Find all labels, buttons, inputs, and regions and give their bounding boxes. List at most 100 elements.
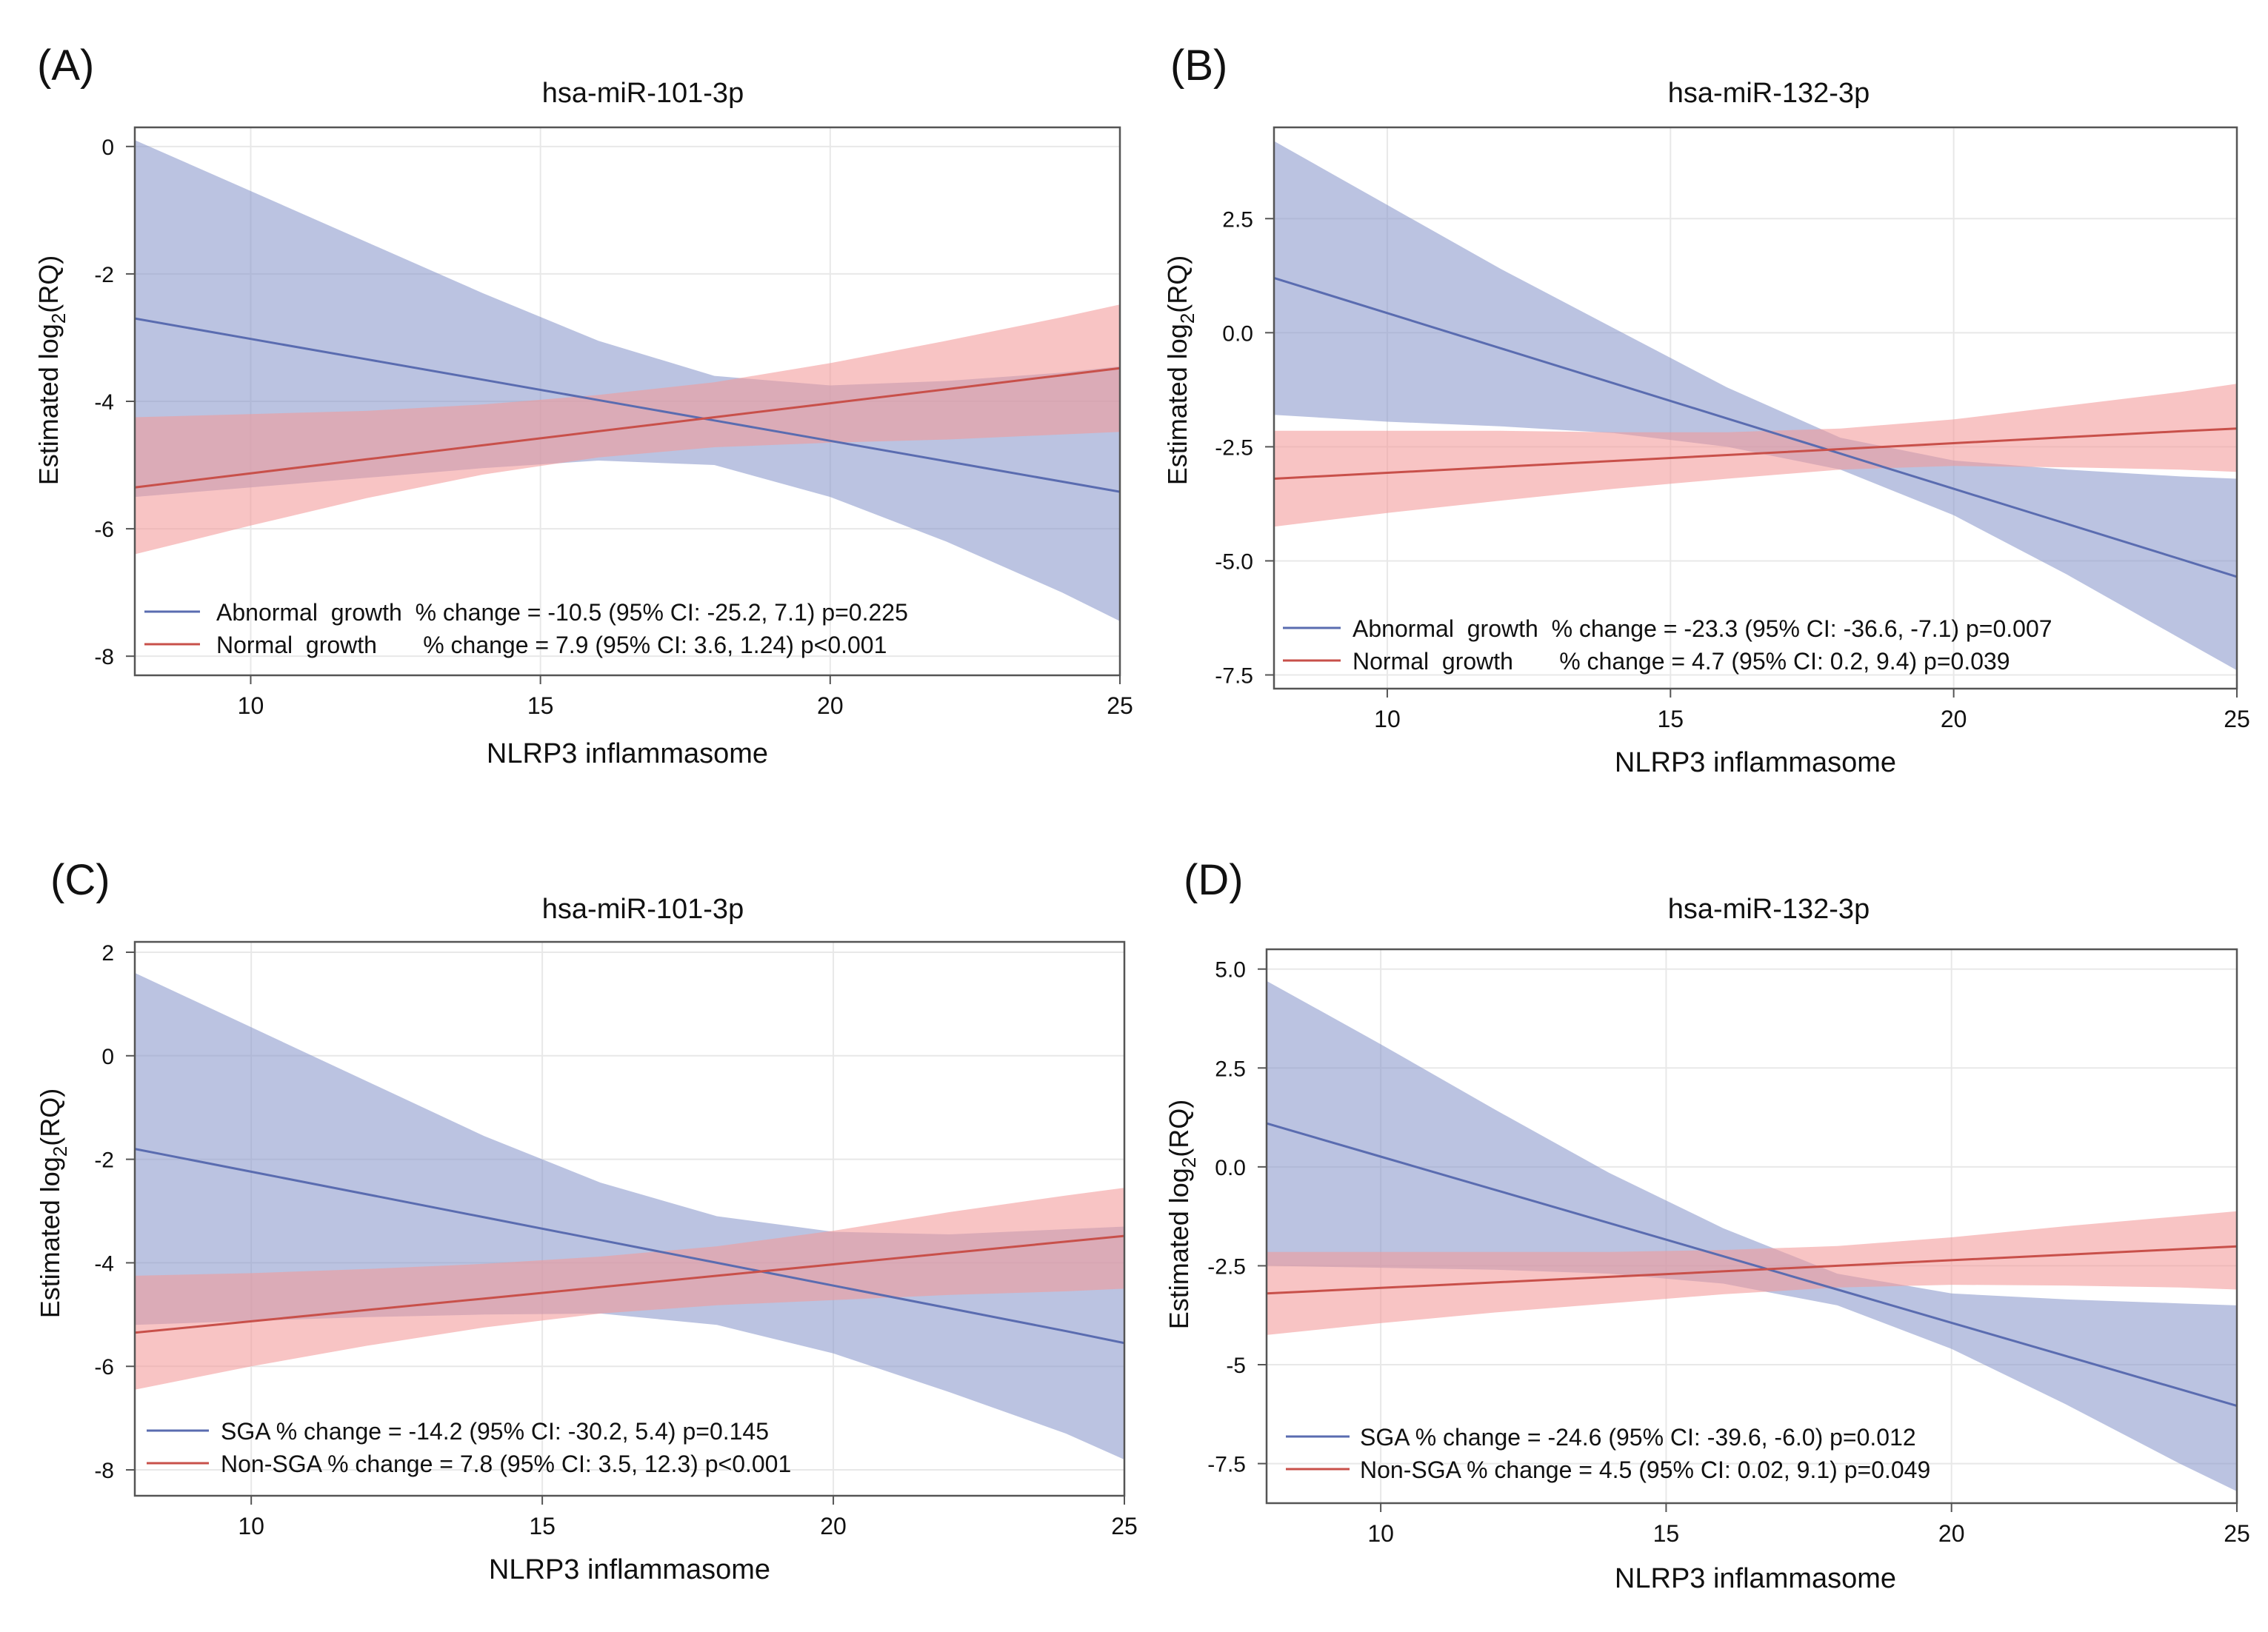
panel-a-ylabel-sub: 2 (47, 313, 70, 324)
panel-a-series-group (135, 140, 1120, 621)
panel-d-frame (1265, 948, 2238, 1505)
panel-a-xtick-label-0: 10 (238, 692, 264, 719)
panel-b-xtick-label-1: 15 (1657, 706, 1684, 732)
panel-c-band-0 (135, 972, 1124, 1460)
panel-c-ytick-label-0: 2 (101, 941, 114, 966)
panel-d-xtick-label-2: 20 (1938, 1520, 1965, 1547)
panel-d-band-1 (1267, 1211, 2237, 1335)
panel-a-ytick-label-0: 0 (101, 136, 114, 160)
panel-b-legend-text-0: Abnormal growth % change = -23.3 (95% CI… (1353, 615, 2052, 642)
panel-a-line-1 (135, 367, 1120, 489)
panel-b: (B) hsa-miR-132-3p 10 15 20 25 2.5 0.0 -2.5 -5.… (1162, 41, 2250, 778)
panel-c-xlabel: NLRP3 inflammasome (489, 1554, 770, 1585)
panel-c-ylabel-sub: 2 (49, 1146, 71, 1157)
panel-a-ylabel: Estimated log2(RQ) (33, 255, 70, 486)
panel-d-ylabel: Estimated log2(RQ) (1164, 1100, 1200, 1330)
panel-d-ytick-label-2: 0.0 (1215, 1156, 1246, 1180)
panel-a-title: hsa-miR-101-3p (542, 78, 744, 109)
panel-c-title: hsa-miR-101-3p (542, 894, 744, 925)
panel-b-xtick-label-2: 20 (1941, 706, 1967, 732)
panel-b-xlabel: NLRP3 inflammasome (1615, 747, 1896, 778)
panel-b-ytick-label-2: -2.5 (1215, 435, 1253, 460)
panel-d-ylabel-sub: 2 (1178, 1157, 1200, 1168)
panel-c-letter: (C) (50, 856, 110, 904)
panel-d-xtick-label-0: 10 (1367, 1520, 1394, 1547)
panel-a-ytick-label-2: -4 (94, 390, 114, 415)
panel-b-ytick-label-0: 2.5 (1222, 207, 1253, 232)
panel-c-line-1 (135, 1234, 1124, 1334)
panel-c-ytick-label-2: -2 (94, 1148, 114, 1173)
panel-b-ylabel: Estimated log2(RQ) (1162, 255, 1198, 486)
panel-b-ylabel-sub: 2 (1176, 313, 1198, 324)
panel-b-ylabel-end: (RQ) (1162, 255, 1193, 313)
panel-c-xtick-label-2: 20 (820, 1513, 847, 1539)
panel-b-line-1 (1274, 427, 2237, 480)
panel-a-ylabel-end: (RQ) (33, 255, 64, 313)
panel-c-ylabel: Estimated log2(RQ) (35, 1088, 71, 1319)
panel-b-line-0 (1274, 276, 2237, 578)
panel-a-legend-text-0: Abnormal growth % change = -10.5 (95% CI… (216, 599, 908, 626)
panel-b-series-group (1274, 141, 2237, 671)
panel-c-ytick-label-5: -8 (94, 1459, 114, 1483)
panel-a-xtick-label-2: 20 (817, 692, 844, 719)
panel-b-frame (1273, 126, 2238, 690)
panel-a-band-0 (135, 140, 1120, 621)
panel-a-legend-text-1: Normal growth % change = 7.9 (95% CI: 3.… (216, 632, 887, 658)
panel-b-title: hsa-miR-132-3p (1668, 78, 1870, 109)
panel-a-xlabel: NLRP3 inflammasome (487, 738, 768, 769)
panel-d-letter: (D) (1184, 856, 1244, 904)
panel-a: (A) hsa-miR-101-3p 10 15 20 25 0 -2 -4 -6 -8 NLR… (33, 41, 1133, 769)
panel-b-band-1 (1274, 384, 2237, 527)
panel-c-line-0 (135, 1148, 1124, 1345)
panel-d-title: hsa-miR-132-3p (1668, 894, 1870, 925)
panel-c-ylabel-main: Estimated log (35, 1157, 65, 1318)
panel-b-ytick-label-4: -7.5 (1215, 664, 1253, 689)
panel-c-ytick-label-4: -6 (94, 1355, 114, 1379)
panel-d-ytick-label-0: 5.0 (1215, 958, 1246, 983)
panel-d-line-1 (1267, 1245, 2237, 1295)
panel-a-ytick-label-4: -8 (94, 645, 114, 669)
panel-c-xtick-label-0: 10 (238, 1513, 264, 1539)
panel-c-band-1 (135, 1188, 1124, 1390)
panel-c-xtick-label-1: 15 (529, 1513, 556, 1539)
panel-a-ytick-label-3: -6 (94, 518, 114, 542)
panel-a-letter: (A) (37, 41, 94, 90)
panel-d-legend-text-1: Non-SGA % change = 4.5 (95% CI: 0.02, 9.… (1360, 1457, 1930, 1483)
panel-d-plot: 10 15 20 25 5.0 2.5 0.0 -2.5 -5 -7.5 (1207, 948, 2250, 1547)
panel-d: (D) hsa-miR-132-3p 10 15 20 25 5.0 2.5 0.0 -2.5… (1164, 856, 2250, 1594)
panel-d-band-0 (1267, 980, 2237, 1491)
panel-d-xtick-label-1: 15 (1653, 1520, 1680, 1547)
panel-b-ytick-label-1: 0.0 (1222, 321, 1253, 346)
panel-d-ylabel-main: Estimated log (1164, 1168, 1194, 1329)
panel-c-ylabel-end: (RQ) (35, 1088, 65, 1146)
panel-a-xtick-label-3: 25 (1107, 692, 1133, 719)
panel-a-line-0 (135, 317, 1120, 493)
panel-d-ytick-label-4: -5 (1226, 1354, 1246, 1378)
panel-d-legend-text-0: SGA % change = -24.6 (95% CI: -39.6, -6.… (1360, 1424, 1916, 1451)
panel-d-xlabel: NLRP3 inflammasome (1615, 1563, 1896, 1594)
panel-b-letter: (B) (1170, 41, 1227, 90)
panel-a-xtick-label-1: 15 (527, 692, 554, 719)
panel-d-ytick-label-5: -7.5 (1207, 1453, 1246, 1477)
panel-b-plot: 10 15 20 25 2.5 0.0 -2.5 -5.0 -7.5 (1215, 126, 2250, 732)
panel-c-legend-text-1: Non-SGA % change = 7.8 (95% CI: 3.5, 12.… (221, 1451, 791, 1477)
panel-c-ytick-label-3: -4 (94, 1251, 114, 1276)
panel-c-xtick-label-3: 25 (1111, 1513, 1138, 1539)
panel-b-xtick-label-3: 25 (2224, 706, 2250, 732)
panel-d-line-0 (1267, 1122, 2237, 1408)
panel-a-ytick-label-1: -2 (94, 263, 114, 287)
panel-a-plot: 10 15 20 25 0 -2 -4 -6 -8 (94, 126, 1133, 719)
panel-d-series-group (1267, 980, 2237, 1491)
panel-c-ytick-label-1: 0 (101, 1045, 114, 1069)
panel-c-frame (133, 940, 1126, 1497)
panel-c-series-group (135, 972, 1124, 1460)
panel-b-ylabel-main: Estimated log (1162, 324, 1193, 485)
panel-d-ytick-label-1: 2.5 (1215, 1057, 1246, 1081)
panel-d-xtick-label-3: 25 (2224, 1520, 2250, 1547)
panel-b-band-0 (1274, 141, 2237, 671)
panel-a-ylabel-main: Estimated log (33, 324, 64, 485)
panel-d-ylabel-end: (RQ) (1164, 1100, 1194, 1157)
